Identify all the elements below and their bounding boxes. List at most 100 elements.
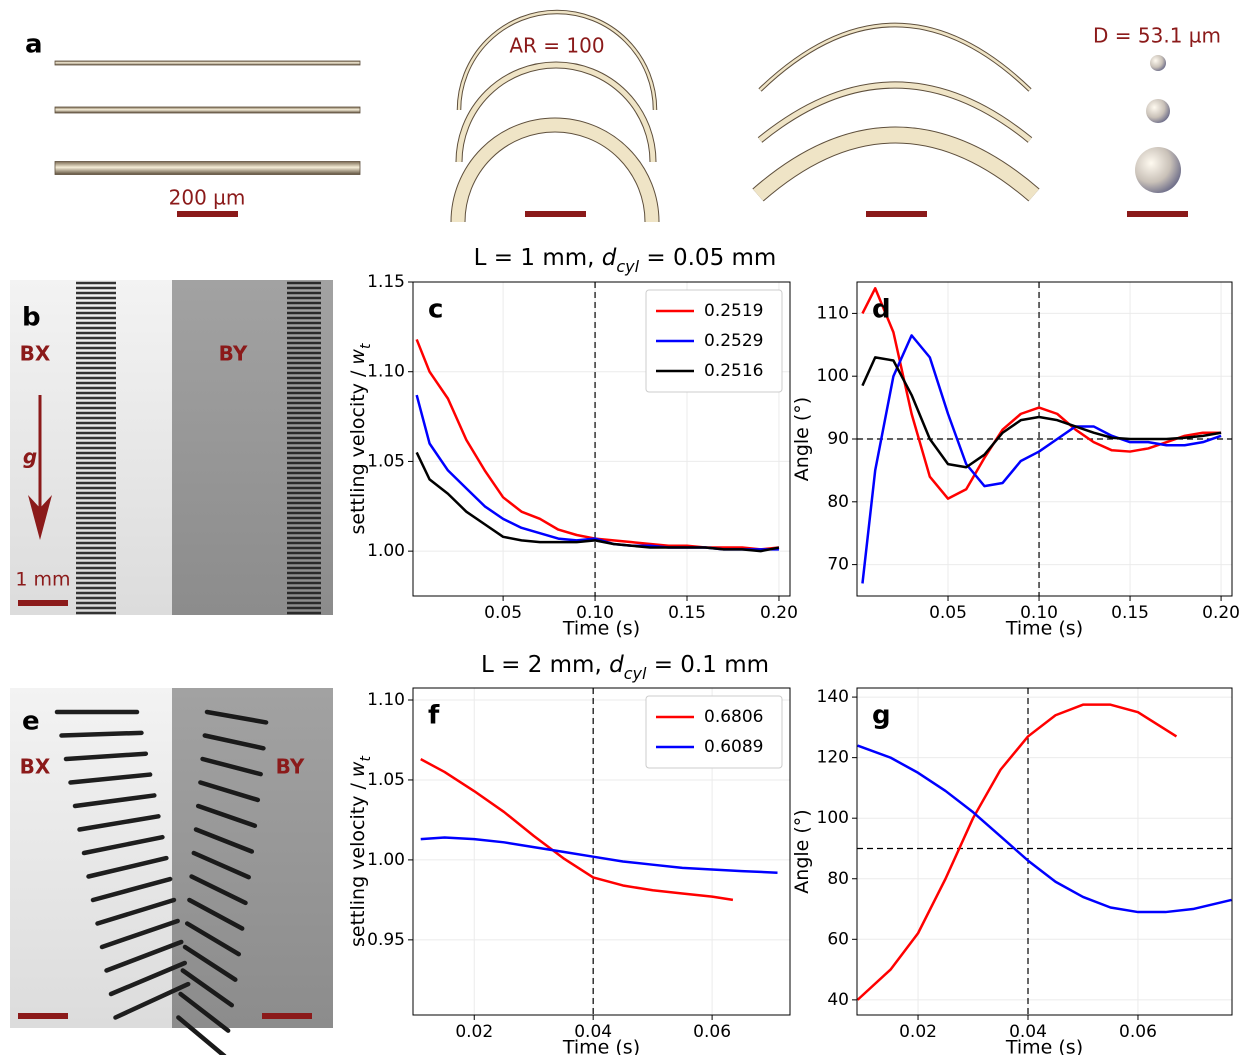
y-tick-label: 1.15	[367, 272, 405, 292]
legend-label: 0.6089	[704, 737, 763, 757]
y-tick-label: 40	[827, 990, 849, 1010]
series-line	[861, 356, 1222, 469]
sphere	[1135, 147, 1181, 193]
series-line	[857, 744, 1232, 914]
series-line	[420, 836, 778, 874]
panel-label: d	[872, 295, 891, 325]
rod-image	[77, 814, 161, 832]
panel-label: e	[22, 707, 40, 737]
rod-image	[59, 730, 144, 738]
scale-bar	[177, 211, 238, 217]
panel-label: b	[22, 303, 41, 333]
rod-image	[108, 960, 187, 997]
sphere-label: D = 53.1 µm	[1093, 24, 1221, 48]
x-axis-label: Time (s)	[562, 618, 640, 640]
legend-label: 0.2529	[704, 331, 763, 351]
rod-image	[180, 968, 235, 1008]
rod-image	[204, 709, 269, 725]
x-tick-label: 0.06	[1119, 1022, 1157, 1042]
x-tick-label: 0.15	[1111, 603, 1149, 623]
y-tick-label: 90	[827, 429, 849, 449]
sphere	[1150, 55, 1166, 71]
series-line	[856, 703, 1178, 1001]
y-axis-label: Angle (°)	[791, 397, 813, 481]
y-tick-label: 1.10	[367, 690, 405, 710]
rod-image	[191, 850, 251, 880]
rod-image	[90, 876, 173, 903]
x-tick-label: 0.05	[484, 603, 522, 623]
rod-image	[95, 897, 177, 926]
panel-label: a	[25, 30, 43, 60]
y-tick-label: 140	[817, 687, 849, 707]
rod-image	[182, 944, 238, 982]
image-bg	[10, 688, 172, 1028]
x-axis-label: Time (s)	[1005, 1037, 1083, 1055]
panel-label: g	[872, 701, 891, 731]
rod	[758, 82, 1032, 142]
series-line	[415, 394, 779, 551]
rod-image	[99, 918, 180, 950]
x-tick-label: 0.20	[1202, 603, 1240, 623]
legend-box	[645, 695, 783, 769]
y-tick-label: 0.95	[367, 930, 405, 950]
rod	[753, 127, 1039, 201]
view-label: BX	[20, 755, 51, 779]
title-part: cyl	[624, 664, 647, 683]
y-axis-label: settling velocity / wt	[347, 756, 375, 947]
legend-box	[645, 289, 783, 393]
y-tick-label: 70	[827, 555, 849, 575]
chart: 40 60 80 100 120 140 0.02 0.04 0.06 Time (s) Angle…	[791, 687, 1233, 1055]
x-tick-label: 0.10	[576, 603, 614, 623]
legend-label: 0.6806	[704, 707, 763, 727]
rod-image	[178, 991, 231, 1033]
y-tick-label: 1.00	[367, 541, 405, 561]
scale-label: 200 µm	[169, 186, 246, 210]
series-line	[861, 334, 1222, 584]
label-part: w	[347, 761, 369, 777]
plot-frame	[412, 281, 791, 597]
x-tick-label: 0.06	[693, 1022, 731, 1042]
rod-image	[104, 939, 184, 973]
title-part: L = 2 mm,	[481, 652, 609, 678]
y-tick-label: 1.10	[367, 362, 405, 382]
rod-image	[198, 780, 261, 803]
title-part: d	[609, 652, 624, 678]
arrow-head	[28, 495, 52, 540]
rod	[54, 106, 361, 114]
label-part: settling velocity /	[347, 777, 369, 947]
panel-label: f	[428, 701, 440, 731]
title-part: = 0.1 mm	[646, 652, 769, 678]
plot-frame	[412, 687, 791, 1016]
rod-image	[72, 793, 157, 809]
rod-image	[187, 897, 245, 931]
rod-image	[200, 756, 263, 777]
label-part: Angle (°)	[791, 809, 813, 893]
x-tick-label: 0.20	[760, 603, 798, 623]
sphere	[1146, 99, 1170, 123]
rod-image	[86, 855, 169, 879]
y-tick-label: 100	[817, 808, 849, 828]
title-part: = 0.05 mm	[639, 245, 776, 271]
view-label: BY	[219, 342, 248, 366]
title-part: d	[602, 245, 617, 271]
rod-outline	[450, 117, 660, 223]
x-axis-label: Time (s)	[562, 1037, 640, 1055]
y-tick-label: 110	[817, 303, 849, 323]
title-part: cyl	[616, 257, 639, 276]
gravity-label: g	[23, 445, 37, 469]
scale-bar	[262, 1013, 312, 1019]
x-tick-label: 0.02	[899, 1022, 937, 1042]
view-label: BY	[276, 755, 305, 779]
x-tick-label: 0.04	[574, 1022, 612, 1042]
rod-image	[176, 1015, 227, 1055]
rod-image	[193, 827, 255, 854]
plot-frame	[856, 281, 1233, 597]
y-axis-label: settling velocity / wt	[347, 343, 375, 534]
rod-image	[189, 874, 248, 906]
y-tick-label: 120	[817, 748, 849, 768]
label-part: t	[358, 756, 374, 762]
y-axis-label: Angle (°)	[791, 809, 813, 893]
rod	[54, 161, 361, 175]
x-tick-label: 0.10	[1020, 603, 1058, 623]
